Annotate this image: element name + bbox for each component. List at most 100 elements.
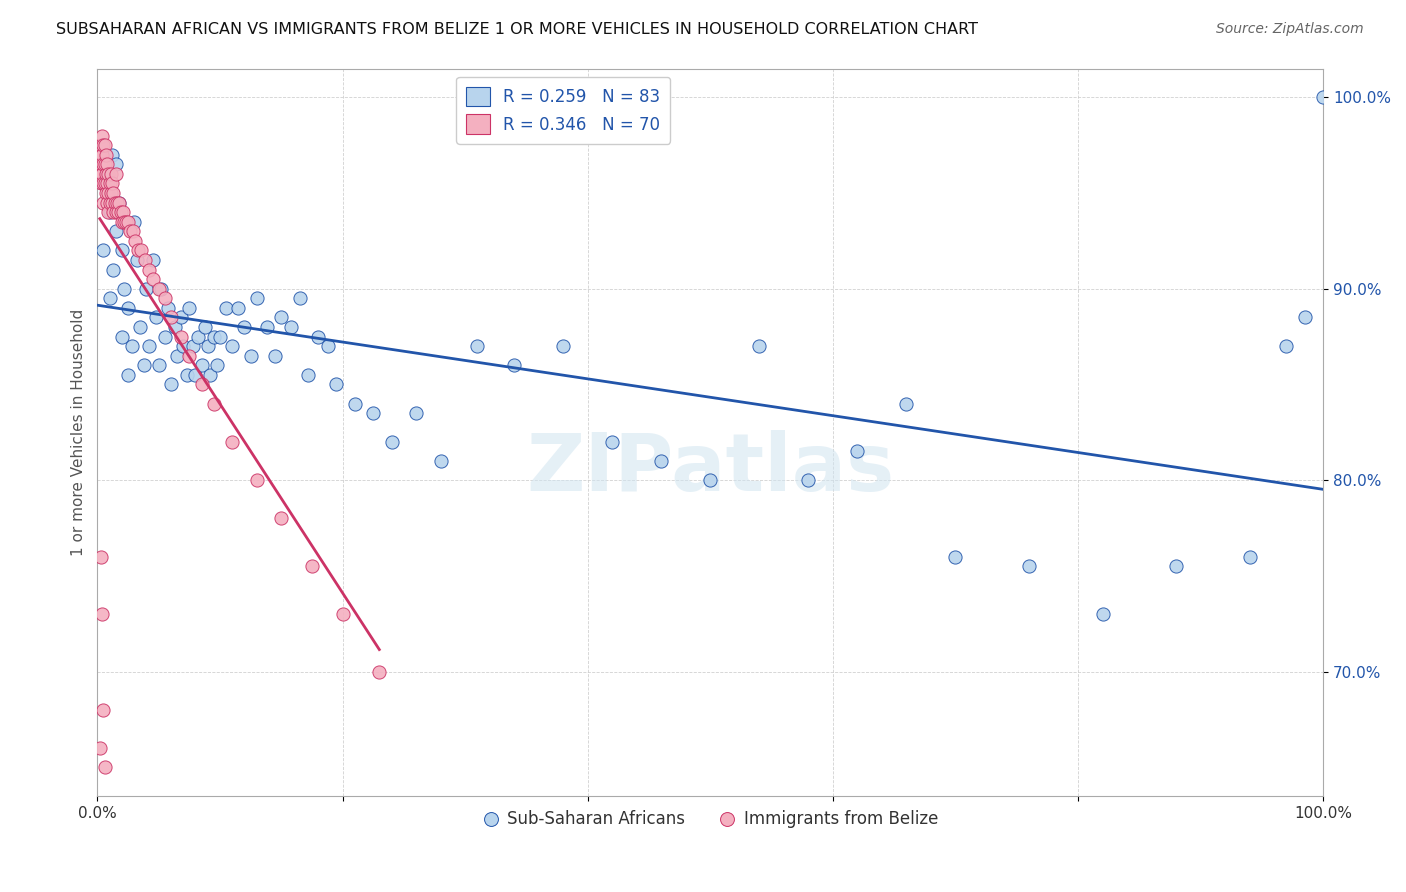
Point xyxy=(111,244,134,258)
Point xyxy=(124,234,146,248)
Point xyxy=(94,186,117,200)
Point xyxy=(103,186,125,200)
Point xyxy=(215,301,238,315)
Point xyxy=(100,186,122,200)
Point xyxy=(945,549,967,564)
Point xyxy=(179,301,201,315)
Point xyxy=(148,282,170,296)
Point xyxy=(103,195,125,210)
Point xyxy=(93,138,115,153)
Point xyxy=(256,320,278,334)
Point xyxy=(93,138,115,153)
Point xyxy=(112,205,135,219)
Point xyxy=(163,320,186,334)
Legend: Sub-Saharan Africans, Immigrants from Belize: Sub-Saharan Africans, Immigrants from Be… xyxy=(475,804,945,835)
Point xyxy=(141,272,163,286)
Point xyxy=(111,215,134,229)
Point xyxy=(89,147,111,161)
Point xyxy=(228,301,250,315)
Point xyxy=(1166,559,1188,574)
Point xyxy=(117,301,139,315)
Point xyxy=(170,310,193,325)
Point xyxy=(112,215,135,229)
Point xyxy=(105,195,128,210)
Point xyxy=(176,368,198,382)
Point xyxy=(202,329,225,343)
Point xyxy=(101,177,124,191)
Point xyxy=(846,444,869,458)
Point xyxy=(93,195,115,210)
Point xyxy=(150,282,173,296)
Point xyxy=(1312,90,1334,104)
Point xyxy=(97,167,120,181)
Point xyxy=(94,147,117,161)
Point xyxy=(97,186,120,200)
Point xyxy=(98,177,121,191)
Point xyxy=(246,473,269,487)
Point xyxy=(134,252,156,267)
Point xyxy=(93,157,115,171)
Point xyxy=(145,310,167,325)
Point xyxy=(368,665,391,679)
Point xyxy=(138,339,160,353)
Point xyxy=(93,244,115,258)
Point xyxy=(405,406,427,420)
Point xyxy=(97,205,120,219)
Point xyxy=(153,291,176,305)
Point xyxy=(93,157,115,171)
Point xyxy=(166,349,188,363)
Point xyxy=(131,244,153,258)
Point xyxy=(141,252,163,267)
Point xyxy=(246,291,269,305)
Point xyxy=(503,359,526,373)
Point xyxy=(96,167,118,181)
Point xyxy=(288,291,311,305)
Point xyxy=(98,205,121,219)
Point xyxy=(221,434,243,449)
Point xyxy=(125,252,148,267)
Point xyxy=(197,339,219,353)
Point xyxy=(111,329,134,343)
Point xyxy=(1294,310,1316,325)
Point xyxy=(202,396,225,410)
Point xyxy=(121,339,143,353)
Point xyxy=(233,320,256,334)
Point xyxy=(93,177,115,191)
Point xyxy=(1275,339,1298,353)
Point xyxy=(104,205,127,219)
Point xyxy=(122,215,145,229)
Point xyxy=(117,215,139,229)
Point xyxy=(93,177,115,191)
Text: SUBSAHARAN AFRICAN VS IMMIGRANTS FROM BELIZE 1 OR MORE VEHICLES IN HOUSEHOLD COR: SUBSAHARAN AFRICAN VS IMMIGRANTS FROM BE… xyxy=(56,22,979,37)
Point xyxy=(172,339,194,353)
Point xyxy=(91,147,114,161)
Point xyxy=(117,368,139,382)
Point xyxy=(190,359,212,373)
Point xyxy=(429,454,451,468)
Point xyxy=(138,262,160,277)
Point xyxy=(104,157,127,171)
Point xyxy=(96,157,118,171)
Point xyxy=(160,377,183,392)
Point xyxy=(187,329,209,343)
Point xyxy=(600,434,623,449)
Point xyxy=(699,473,721,487)
Point xyxy=(120,224,142,238)
Point xyxy=(194,320,217,334)
Point xyxy=(896,396,918,410)
Point xyxy=(270,310,292,325)
Point xyxy=(91,167,114,181)
Point xyxy=(301,559,323,574)
Point xyxy=(90,138,112,153)
Point xyxy=(104,167,127,181)
Point xyxy=(135,282,157,296)
Point xyxy=(98,291,121,305)
Point xyxy=(110,205,132,219)
Point xyxy=(184,368,207,382)
Point xyxy=(307,329,329,343)
Point xyxy=(1018,559,1040,574)
Point xyxy=(103,205,125,219)
Point xyxy=(325,377,347,392)
Point xyxy=(132,359,155,373)
Point xyxy=(90,177,112,191)
